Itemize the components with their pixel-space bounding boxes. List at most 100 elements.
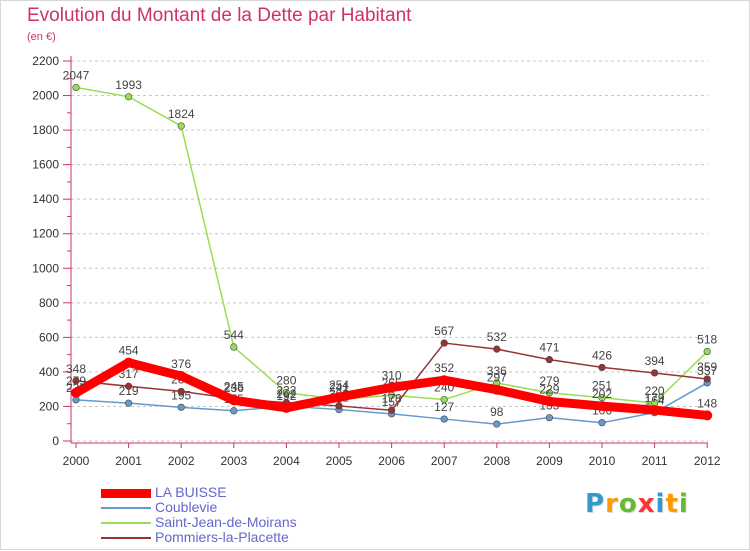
logo-letter: t [665,489,679,519]
data-label: 337 [697,364,717,378]
data-label: 202 [592,387,612,401]
legend-label: Coublevie [155,499,218,515]
data-point [545,389,554,397]
data-point [598,394,606,402]
x-tick-label: 2012 [694,454,721,468]
series-line [75,86,708,404]
data-label: 426 [592,348,612,362]
data-label: 532 [487,330,507,344]
y-tick-label: 1000 [32,261,59,275]
logo-letter: i [678,489,689,519]
data-point [123,357,134,368]
y-tick-label: 1600 [32,158,59,172]
data-label: 280 [276,374,296,388]
data-label: 229 [539,382,559,396]
logo-letter: r [605,489,619,519]
data-label: 336 [487,364,507,378]
data-label: 2047 [63,68,90,82]
data-point [493,345,501,353]
data-label: 98 [490,405,504,419]
x-tick-label: 2002 [168,454,195,468]
x-tick-label: 2008 [483,454,510,468]
data-point [544,396,555,407]
data-point [386,382,397,393]
data-point [491,384,502,395]
y-tick-label: 200 [39,399,59,413]
x-tick-label: 2007 [431,454,458,468]
data-label: 222 [276,384,296,398]
data-point [440,395,448,404]
data-point [702,410,713,421]
data-point [176,371,187,382]
data-label: 394 [645,354,665,368]
data-label: 241 [329,380,349,394]
data-label: 310 [382,368,402,382]
data-label: 518 [697,333,717,347]
data-label: 157 [382,395,402,409]
data-point [335,402,343,410]
legend-swatch [101,537,151,539]
data-point [703,347,711,356]
data-point [439,375,450,386]
data-label: 279 [539,374,559,388]
x-tick-label: 2006 [378,454,405,468]
legend-swatch [101,488,151,498]
data-point [230,343,238,351]
data-point [72,83,80,92]
data-point [177,387,185,396]
legend-label: Saint-Jean-de-Moirans [155,514,297,530]
data-label: 317 [119,367,139,381]
data-point [334,392,344,403]
data-label: 279 [66,374,86,388]
data-point [650,369,659,377]
data-label: 192 [276,389,296,403]
y-tick-label: 1200 [32,227,59,241]
y-tick-label: 600 [39,330,59,344]
data-point [177,122,185,130]
data-label: 471 [539,341,559,355]
data-point [388,406,396,414]
data-label: 245 [224,380,244,394]
data-label: 236 [224,381,244,395]
legend-swatch [101,522,151,524]
data-point [703,375,711,383]
data-point [545,414,554,422]
data-point [71,387,81,398]
data-point [124,382,133,390]
legend-item: Saint-Jean-de-Moirans [101,514,361,530]
data-point [177,403,185,411]
legend-swatch [101,507,151,509]
data-label: 219 [119,384,139,398]
data-label: 544 [224,328,244,342]
logo-letter: o [618,489,638,519]
x-tick-label: 2009 [536,454,563,468]
x-tick-label: 2010 [589,454,616,468]
y-tick-label: 400 [39,365,59,379]
logo-letter: i [655,489,666,519]
data-label: 352 [434,361,454,375]
y-tick-label: 800 [39,296,59,310]
data-point [281,402,292,413]
data-label: 1824 [168,107,195,121]
data-label: 1993 [115,78,142,92]
legend-item: Pommiers-la-Placette [101,529,361,545]
legend-item: Coublevie [101,499,361,515]
data-point [440,339,448,347]
legend-item: LA BUISSE [101,484,361,500]
chart-legend: LA BUISSE Coublevie Saint-Jean-de-Moirans P… [101,484,361,545]
data-point [124,399,133,407]
data-point [649,405,660,416]
data-label: 376 [171,357,191,371]
data-label: 220 [645,384,665,398]
x-tick-label: 2000 [63,454,90,468]
series-saint-jean-de-moirans: 2047199318245442802412652403362792512205… [63,68,718,407]
legend-label: LA BUISSE [155,484,227,500]
proxiti-logo: Proxiti [585,489,689,519]
logo-letter: x [637,489,656,519]
series-pommiers-la-placette: 348317287245222203178567532471426394359 [66,324,718,414]
y-tick-label: 0 [52,434,59,448]
data-point [282,389,291,397]
data-label: 178 [382,391,402,405]
data-point [72,377,80,385]
